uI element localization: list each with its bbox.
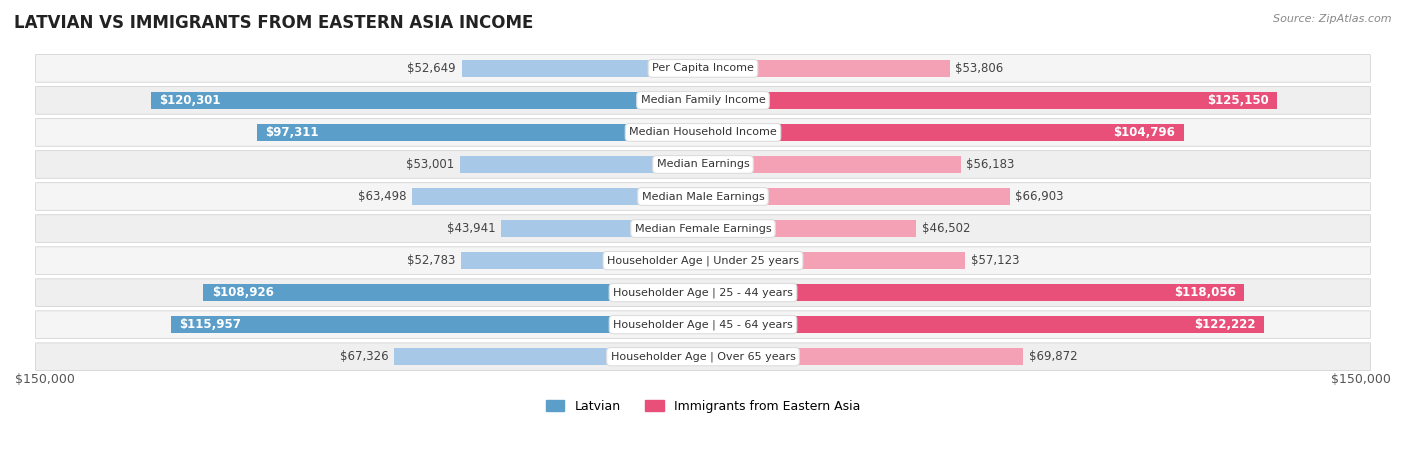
Text: $63,498: $63,498 bbox=[357, 190, 406, 203]
Bar bbox=[152, 92, 703, 109]
Text: $115,957: $115,957 bbox=[180, 318, 242, 331]
Text: Householder Age | Over 65 years: Householder Age | Over 65 years bbox=[610, 352, 796, 362]
Text: $122,222: $122,222 bbox=[1194, 318, 1256, 331]
Bar bbox=[703, 92, 1277, 109]
Text: $53,806: $53,806 bbox=[955, 62, 1004, 75]
Text: $97,311: $97,311 bbox=[264, 126, 318, 139]
FancyBboxPatch shape bbox=[35, 55, 1371, 82]
Text: $46,502: $46,502 bbox=[922, 222, 970, 235]
FancyBboxPatch shape bbox=[35, 279, 1371, 306]
FancyBboxPatch shape bbox=[35, 183, 1371, 210]
Bar bbox=[394, 348, 703, 366]
Text: $56,183: $56,183 bbox=[966, 158, 1015, 171]
Text: LATVIAN VS IMMIGRANTS FROM EASTERN ASIA INCOME: LATVIAN VS IMMIGRANTS FROM EASTERN ASIA … bbox=[14, 14, 533, 32]
Text: $52,783: $52,783 bbox=[406, 254, 456, 267]
Text: $66,903: $66,903 bbox=[1015, 190, 1064, 203]
Text: Median Household Income: Median Household Income bbox=[628, 127, 778, 137]
Bar bbox=[461, 252, 703, 269]
Text: $150,000: $150,000 bbox=[1331, 373, 1391, 386]
Bar bbox=[703, 284, 1244, 301]
Bar bbox=[703, 188, 1010, 205]
Text: Median Earnings: Median Earnings bbox=[657, 159, 749, 170]
Bar bbox=[703, 348, 1024, 366]
Bar bbox=[412, 188, 703, 205]
Text: $67,326: $67,326 bbox=[340, 350, 388, 363]
FancyBboxPatch shape bbox=[35, 87, 1371, 114]
Text: Householder Age | 45 - 64 years: Householder Age | 45 - 64 years bbox=[613, 319, 793, 330]
Bar bbox=[703, 60, 950, 77]
Bar bbox=[703, 252, 965, 269]
Text: Householder Age | 25 - 44 years: Householder Age | 25 - 44 years bbox=[613, 287, 793, 298]
Bar bbox=[703, 220, 917, 237]
Text: Median Male Earnings: Median Male Earnings bbox=[641, 191, 765, 202]
Bar bbox=[204, 284, 703, 301]
Bar bbox=[257, 124, 703, 141]
Bar bbox=[460, 156, 703, 173]
Text: $53,001: $53,001 bbox=[406, 158, 454, 171]
Text: Source: ZipAtlas.com: Source: ZipAtlas.com bbox=[1274, 14, 1392, 24]
Bar bbox=[172, 316, 703, 333]
FancyBboxPatch shape bbox=[35, 215, 1371, 242]
FancyBboxPatch shape bbox=[35, 247, 1371, 274]
FancyBboxPatch shape bbox=[35, 151, 1371, 178]
FancyBboxPatch shape bbox=[35, 119, 1371, 146]
Text: Householder Age | Under 25 years: Householder Age | Under 25 years bbox=[607, 255, 799, 266]
FancyBboxPatch shape bbox=[35, 311, 1371, 339]
Text: $52,649: $52,649 bbox=[408, 62, 456, 75]
Text: $69,872: $69,872 bbox=[1029, 350, 1077, 363]
Text: Median Family Income: Median Family Income bbox=[641, 95, 765, 106]
Text: Median Female Earnings: Median Female Earnings bbox=[634, 224, 772, 234]
Text: $118,056: $118,056 bbox=[1174, 286, 1236, 299]
Bar bbox=[461, 60, 703, 77]
Text: $108,926: $108,926 bbox=[212, 286, 274, 299]
Text: Per Capita Income: Per Capita Income bbox=[652, 64, 754, 73]
Bar bbox=[703, 156, 960, 173]
Bar bbox=[502, 220, 703, 237]
Text: $104,796: $104,796 bbox=[1114, 126, 1175, 139]
Text: $57,123: $57,123 bbox=[970, 254, 1019, 267]
Bar bbox=[703, 316, 1264, 333]
Text: $120,301: $120,301 bbox=[159, 94, 221, 107]
Text: $150,000: $150,000 bbox=[15, 373, 75, 386]
Legend: Latvian, Immigrants from Eastern Asia: Latvian, Immigrants from Eastern Asia bbox=[540, 395, 866, 417]
FancyBboxPatch shape bbox=[35, 343, 1371, 370]
Text: $125,150: $125,150 bbox=[1206, 94, 1268, 107]
Bar bbox=[703, 124, 1184, 141]
Text: $43,941: $43,941 bbox=[447, 222, 496, 235]
